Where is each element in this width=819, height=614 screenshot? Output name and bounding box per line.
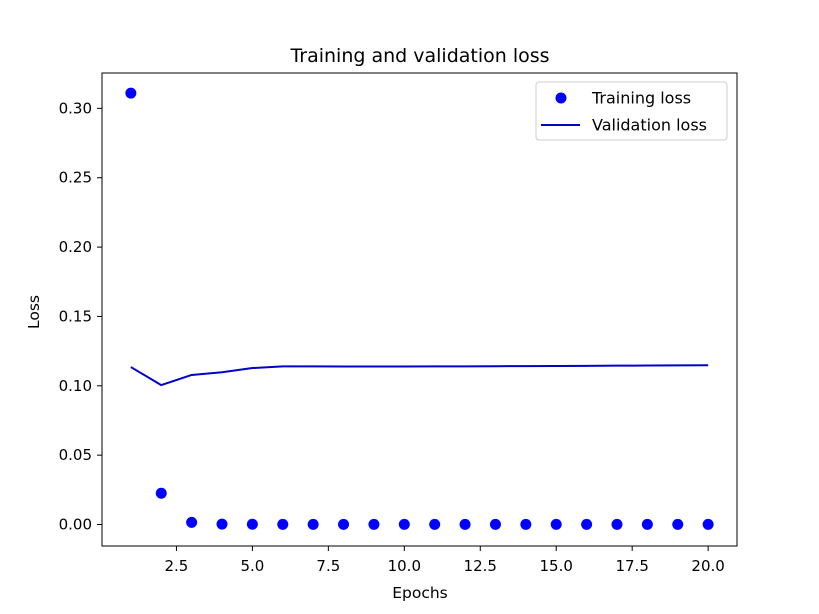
x-tick-label: 20.0 [691, 557, 724, 575]
training-loss-point [702, 518, 714, 530]
training-loss-point [581, 518, 593, 530]
y-tick-label: 0.30 [59, 99, 92, 117]
x-tick-label: 12.5 [464, 557, 497, 575]
x-tick-label: 7.5 [316, 557, 340, 575]
series-layer [125, 87, 714, 530]
legend: Training loss Validation loss [535, 81, 728, 141]
training-loss-point [672, 518, 684, 530]
training-loss-point [246, 518, 258, 530]
y-tick-label: 0.00 [59, 516, 92, 534]
x-tick-label: 5.0 [240, 557, 264, 575]
training-loss-point [368, 518, 380, 530]
x-tick-label: 2.5 [165, 557, 189, 575]
legend-marker-training-loss [555, 92, 567, 104]
training-loss-point [611, 518, 623, 530]
training-loss-point [398, 518, 410, 530]
training-loss-point [338, 518, 350, 530]
training-loss-point [186, 516, 198, 528]
y-tick-label: 0.25 [59, 169, 92, 187]
x-tick-label: 15.0 [540, 557, 573, 575]
x-axis-label: Epochs [392, 584, 448, 602]
legend-label-validation-loss: Validation loss [592, 116, 707, 135]
legend-box [535, 81, 728, 141]
x-tick-label: 17.5 [615, 557, 648, 575]
x-tick-label: 10.0 [388, 557, 421, 575]
training-loss-point [459, 518, 471, 530]
training-loss-point [125, 87, 137, 99]
legend-label-training-loss: Training loss [591, 89, 691, 108]
training-loss-point [307, 518, 319, 530]
y-tick-label: 0.05 [59, 446, 92, 464]
chart-title: Training and validation loss [289, 45, 549, 67]
training-loss-point [520, 518, 532, 530]
training-loss-point [429, 518, 441, 530]
training-loss-point [155, 487, 167, 499]
validation-loss-line [130, 364, 709, 387]
training-loss-point [216, 518, 228, 530]
axis-ticks: 2.5 5.0 7.5 10.0 12.5 15.0 17.5 20.0 0.00 0.05 0.1… [59, 99, 725, 575]
training-loss-point [489, 518, 501, 530]
axes-frame [101, 72, 738, 547]
y-tick-label: 0.20 [59, 238, 92, 256]
y-tick-label: 0.15 [59, 307, 92, 325]
y-tick-label: 0.10 [59, 377, 92, 395]
y-axis-label: Loss [25, 295, 43, 329]
training-loss-point [277, 518, 289, 530]
training-loss-point [550, 518, 562, 530]
training-loss-point [641, 518, 653, 530]
